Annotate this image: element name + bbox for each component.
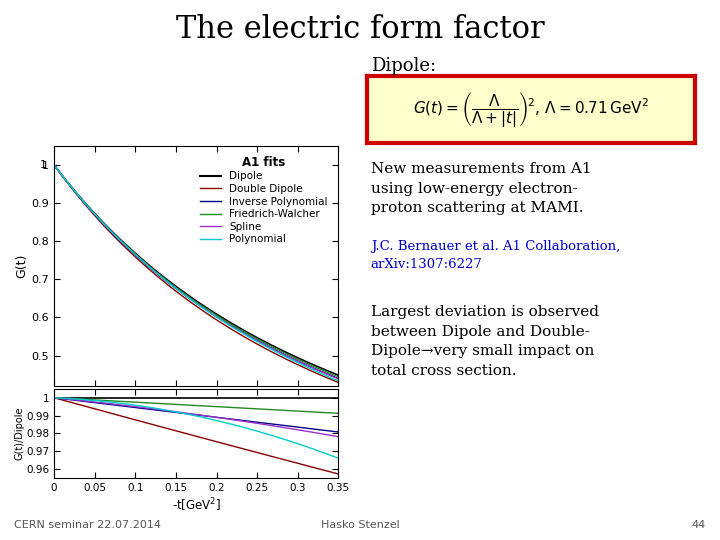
Text: The electric form factor: The electric form factor — [176, 14, 544, 44]
Legend: Dipole, Double Dipole, Inverse Polynomial, Friedrich-Walcher, Spline, Polynomial: Dipole, Double Dipole, Inverse Polynomia… — [200, 156, 328, 245]
Text: Largest deviation is observed
between Dipole and Double-
Dipole→very small impac: Largest deviation is observed between Di… — [371, 305, 599, 377]
X-axis label: -t[GeV$^2$]: -t[GeV$^2$] — [171, 497, 221, 515]
Text: Hasko Stenzel: Hasko Stenzel — [320, 520, 400, 530]
Text: $G(t)=\left(\dfrac{\Lambda}{\Lambda+|t|}\right)^{\!2},\,\Lambda=0.71\,\mathrm{Ge: $G(t)=\left(\dfrac{\Lambda}{\Lambda+|t|}… — [413, 90, 649, 129]
Text: J.C. Bernauer et al. A1 Collaboration,
arXiv:1307:6227: J.C. Bernauer et al. A1 Collaboration, a… — [371, 240, 620, 271]
Text: CERN seminar 22.07.2014: CERN seminar 22.07.2014 — [14, 520, 161, 530]
Text: 44: 44 — [691, 520, 706, 530]
Y-axis label: G(t)/Dipole: G(t)/Dipole — [14, 407, 24, 460]
Text: 1: 1 — [40, 160, 47, 170]
Text: New measurements from A1
using low-energy electron-
proton scattering at MAMI.: New measurements from A1 using low-energ… — [371, 162, 591, 215]
Text: Dipole:: Dipole: — [371, 57, 436, 75]
Y-axis label: G(t): G(t) — [16, 254, 29, 278]
